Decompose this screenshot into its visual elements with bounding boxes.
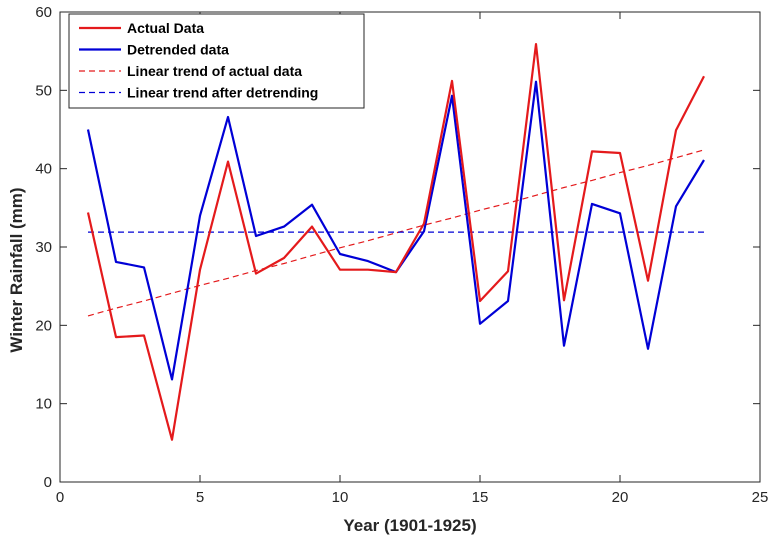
y-tick-label: 10: [35, 396, 52, 413]
y-tick-label: 20: [35, 317, 52, 334]
y-tick-label: 30: [35, 239, 52, 256]
series-line-actual-data: [86, 42, 705, 441]
legend: Actual Data Detrended data Linear trend of…: [68, 13, 365, 109]
x-axis: 0 5 10 15 20 25: [56, 12, 769, 506]
x-tick-label: 20: [612, 489, 629, 506]
x-tick-label: 10: [332, 489, 349, 506]
x-tick-label: 15: [472, 489, 489, 506]
legend-label: Linear trend of actual data: [127, 63, 302, 79]
y-tick-label: 40: [35, 161, 52, 178]
legend-box: [68, 13, 365, 109]
x-tick-label: 25: [752, 489, 769, 506]
series-layer: [86, 42, 705, 441]
y-tick-label: 0: [44, 474, 52, 491]
legend-label: Linear trend after detrending: [127, 85, 318, 101]
legend-label: Detrended data: [127, 42, 229, 58]
y-axis-title: Winter Rainfall (mm): [7, 187, 26, 352]
series-line-linear-trend-of-actual-data: [87, 149, 705, 317]
y-tick-label: 60: [35, 4, 52, 21]
x-tick-label: 5: [196, 489, 204, 506]
x-axis-title: Year (1901-1925): [343, 516, 476, 535]
y-axis: 0 10 20 30 40 50 60: [35, 4, 760, 491]
x-tick-label: 0: [56, 489, 64, 506]
legend-label: Actual Data: [127, 20, 204, 36]
y-tick-label: 50: [35, 82, 52, 99]
